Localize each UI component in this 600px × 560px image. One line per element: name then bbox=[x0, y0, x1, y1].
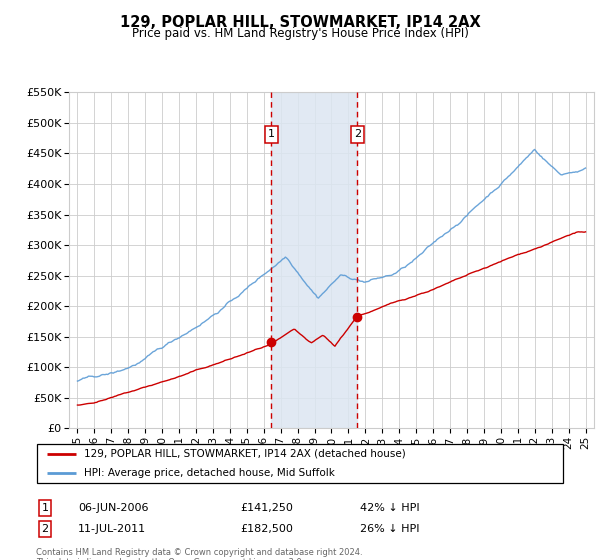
Text: 26% ↓ HPI: 26% ↓ HPI bbox=[360, 524, 419, 534]
Text: 06-JUN-2006: 06-JUN-2006 bbox=[78, 503, 149, 513]
Text: 1: 1 bbox=[41, 503, 49, 513]
Text: 11-JUL-2011: 11-JUL-2011 bbox=[78, 524, 146, 534]
Text: 1: 1 bbox=[268, 129, 275, 139]
Text: Contains HM Land Registry data © Crown copyright and database right 2024.
This d: Contains HM Land Registry data © Crown c… bbox=[36, 548, 362, 560]
Text: 42% ↓ HPI: 42% ↓ HPI bbox=[360, 503, 419, 513]
Text: Price paid vs. HM Land Registry's House Price Index (HPI): Price paid vs. HM Land Registry's House … bbox=[131, 27, 469, 40]
Text: £182,500: £182,500 bbox=[240, 524, 293, 534]
Text: 2: 2 bbox=[41, 524, 49, 534]
Text: HPI: Average price, detached house, Mid Suffolk: HPI: Average price, detached house, Mid … bbox=[83, 468, 334, 478]
Text: 129, POPLAR HILL, STOWMARKET, IP14 2AX (detached house): 129, POPLAR HILL, STOWMARKET, IP14 2AX (… bbox=[83, 449, 405, 459]
Text: 2: 2 bbox=[354, 129, 361, 139]
Bar bbox=[271, 92, 358, 428]
Text: £141,250: £141,250 bbox=[240, 503, 293, 513]
FancyBboxPatch shape bbox=[37, 444, 563, 483]
Text: 129, POPLAR HILL, STOWMARKET, IP14 2AX: 129, POPLAR HILL, STOWMARKET, IP14 2AX bbox=[119, 15, 481, 30]
